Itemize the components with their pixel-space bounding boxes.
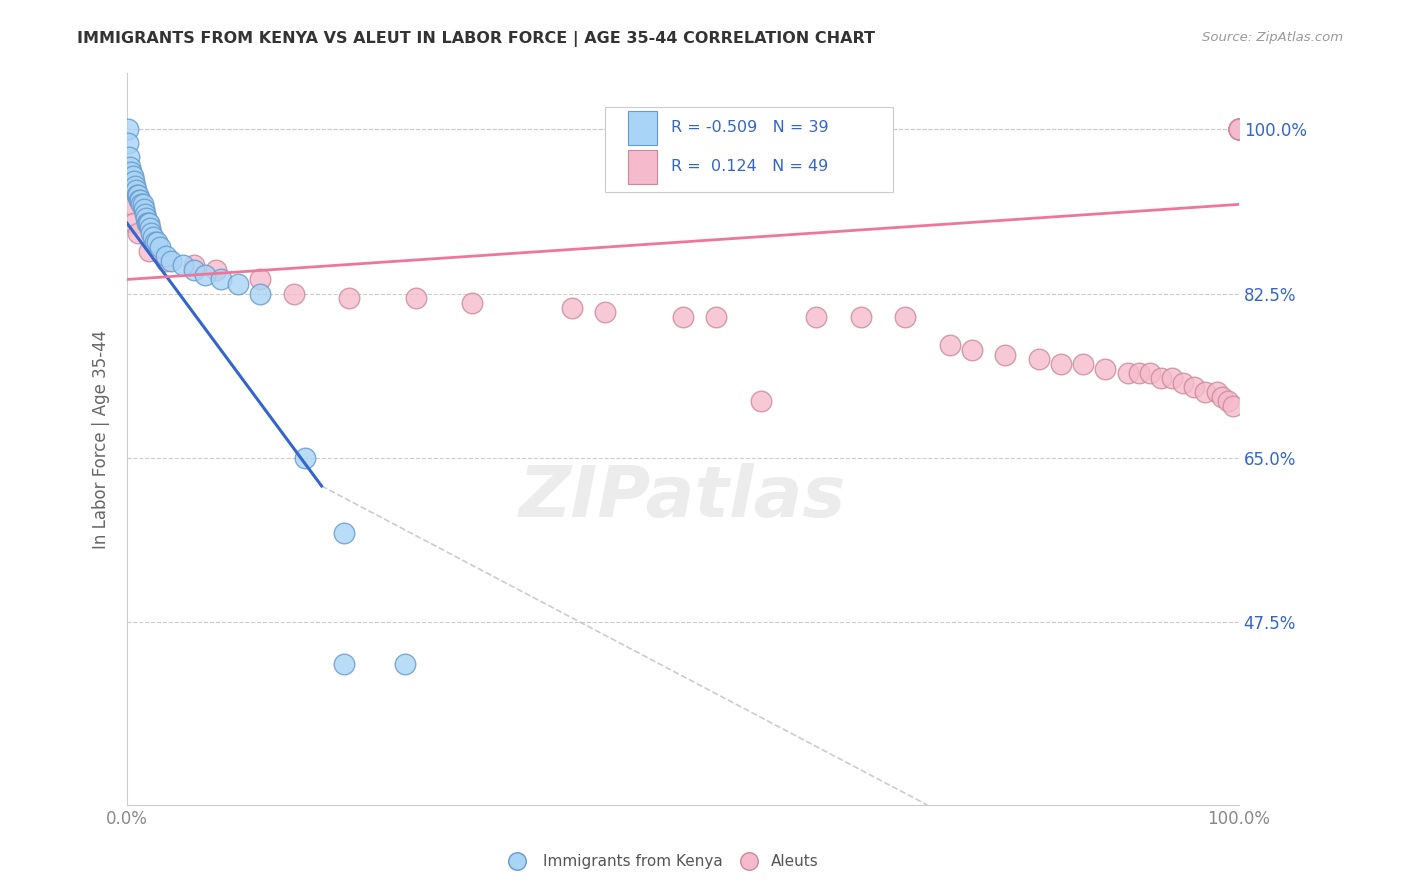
- Point: [205, 263, 228, 277]
- Point: [394, 657, 416, 672]
- Point: [704, 310, 727, 324]
- Point: [118, 178, 141, 193]
- Point: [136, 216, 159, 230]
- Point: [146, 235, 169, 249]
- Point: [849, 310, 872, 324]
- Point: [141, 226, 163, 240]
- Point: [1182, 380, 1205, 394]
- Point: [333, 525, 356, 540]
- Point: [120, 160, 142, 174]
- Point: [117, 122, 139, 136]
- Point: [122, 174, 145, 188]
- Point: [172, 259, 194, 273]
- Point: [561, 301, 583, 315]
- Point: [131, 197, 153, 211]
- Point: [183, 263, 205, 277]
- Point: [960, 343, 983, 357]
- Point: [127, 226, 149, 240]
- Point: [155, 249, 177, 263]
- Point: [337, 291, 360, 305]
- Point: [806, 310, 828, 324]
- Point: [1227, 122, 1250, 136]
- Point: [1173, 376, 1195, 390]
- Point: [117, 136, 139, 151]
- Point: [183, 259, 205, 273]
- Point: [128, 193, 150, 207]
- Point: [1139, 367, 1161, 381]
- Point: [127, 188, 149, 202]
- Point: [129, 193, 152, 207]
- Point: [1227, 122, 1250, 136]
- Point: [283, 286, 305, 301]
- Point: [1216, 394, 1239, 409]
- Point: [134, 207, 156, 221]
- Point: [1227, 122, 1250, 136]
- Text: IMMIGRANTS FROM KENYA VS ALEUT IN LABOR FORCE | AGE 35-44 CORRELATION CHART: IMMIGRANTS FROM KENYA VS ALEUT IN LABOR …: [77, 31, 876, 47]
- Point: [506, 855, 529, 869]
- Point: [1150, 371, 1173, 385]
- Point: [1227, 122, 1250, 136]
- Point: [139, 220, 162, 235]
- Point: [142, 230, 165, 244]
- Text: R = -0.509   N = 39: R = -0.509 N = 39: [671, 120, 828, 135]
- Point: [1071, 357, 1094, 371]
- Point: [1227, 122, 1250, 136]
- Point: [138, 244, 160, 259]
- Text: Aleuts: Aleuts: [770, 855, 818, 869]
- Point: [1222, 399, 1244, 413]
- Point: [460, 296, 482, 310]
- Point: [294, 450, 316, 465]
- Point: [1227, 122, 1250, 136]
- Point: [1227, 122, 1250, 136]
- Point: [1028, 352, 1050, 367]
- Point: [1194, 385, 1216, 400]
- Point: [894, 310, 917, 324]
- Point: [211, 272, 233, 286]
- Point: [938, 338, 960, 352]
- Point: [120, 164, 142, 178]
- Point: [1205, 385, 1227, 400]
- Point: [194, 268, 217, 282]
- Text: ZIPatlas: ZIPatlas: [519, 463, 846, 533]
- Point: [138, 216, 160, 230]
- Point: [1161, 371, 1184, 385]
- Text: Source: ZipAtlas.com: Source: ZipAtlas.com: [1202, 31, 1343, 45]
- Point: [1227, 122, 1250, 136]
- Point: [125, 188, 148, 202]
- Point: [124, 178, 146, 193]
- Point: [155, 253, 177, 268]
- Point: [125, 183, 148, 197]
- Point: [249, 272, 271, 286]
- Point: [1116, 367, 1139, 381]
- Point: [131, 197, 153, 211]
- Point: [135, 211, 157, 226]
- Point: [1050, 357, 1073, 371]
- Point: [1094, 361, 1116, 376]
- Point: [160, 253, 183, 268]
- Point: [749, 394, 772, 409]
- Point: [1227, 122, 1250, 136]
- Point: [132, 202, 155, 216]
- Point: [226, 277, 249, 292]
- Point: [118, 151, 141, 165]
- Point: [1128, 367, 1150, 381]
- Point: [405, 291, 427, 305]
- Point: [143, 235, 166, 249]
- Point: [994, 347, 1017, 361]
- Point: [333, 657, 356, 672]
- Point: [672, 310, 695, 324]
- Point: [593, 305, 616, 319]
- Point: [1211, 390, 1233, 404]
- Point: [136, 216, 159, 230]
- Point: [121, 169, 143, 184]
- Point: [149, 239, 172, 253]
- Y-axis label: In Labor Force | Age 35-44: In Labor Force | Age 35-44: [93, 329, 110, 549]
- Point: [738, 855, 761, 869]
- Point: [122, 216, 145, 230]
- Text: Immigrants from Kenya: Immigrants from Kenya: [543, 855, 723, 869]
- Point: [120, 197, 142, 211]
- Point: [249, 286, 271, 301]
- Text: R =  0.124   N = 49: R = 0.124 N = 49: [671, 160, 828, 174]
